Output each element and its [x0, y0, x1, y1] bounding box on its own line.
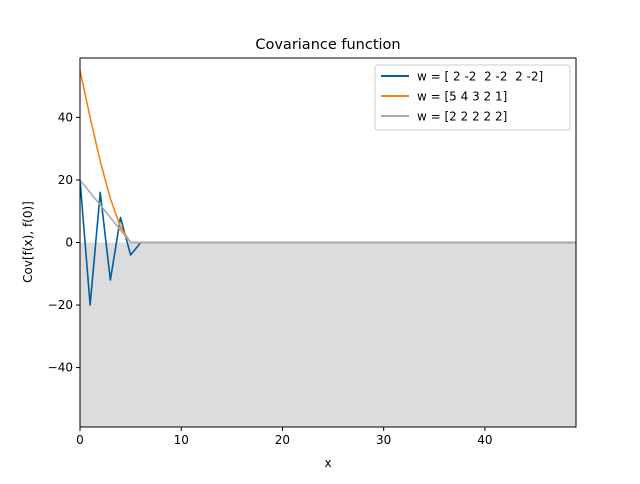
series-line-3	[80, 179, 576, 244]
series-lines	[80, 70, 576, 306]
y-tick-label: 0	[65, 236, 73, 250]
x-tick-label: 20	[275, 433, 290, 447]
x-axis-label: x	[324, 456, 331, 470]
legend: w = [ 2 -2 2 -2 2 -2] w = [5 4 3 2 1] w = …	[374, 64, 571, 131]
legend-label-1: w = [ 2 -2 2 -2 2 -2]	[417, 70, 543, 84]
x-tick-label: 0	[76, 433, 84, 447]
shaded-region	[80, 242, 576, 427]
y-axis-label: Cov[f(x), f(0)]	[21, 201, 35, 283]
axes: 0 10 20 30 40 −40 −20 0 20 40	[48, 57, 577, 447]
x-tick-label: 10	[174, 433, 189, 447]
y-tick-label: −40	[48, 361, 73, 375]
y-tick-label: −20	[48, 298, 73, 312]
chart-title: Covariance function	[255, 37, 400, 53]
y-tick-label: 40	[58, 110, 73, 124]
x-tick-label: 40	[477, 433, 492, 447]
plot-area	[80, 70, 576, 427]
legend-box	[374, 64, 571, 131]
y-tick-label: 20	[58, 173, 73, 187]
x-tick-label: 30	[376, 433, 391, 447]
legend-label-3: w = [2 2 2 2 2]	[417, 110, 507, 124]
legend-label-2: w = [5 4 3 2 1]	[417, 90, 507, 104]
